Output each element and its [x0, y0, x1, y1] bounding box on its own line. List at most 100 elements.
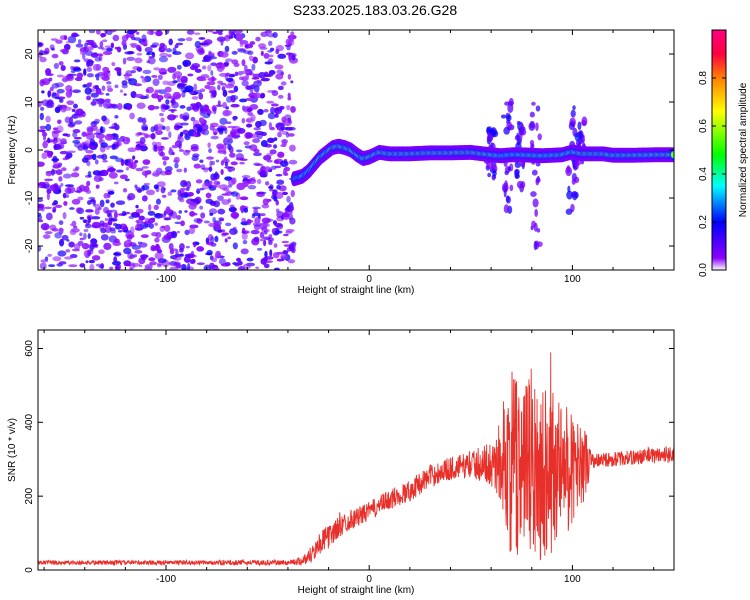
noise-blob [111, 62, 116, 66]
noise-blob [241, 232, 248, 240]
noise-blob [267, 112, 276, 120]
noise-blob [87, 200, 92, 205]
noise-blob [92, 98, 99, 102]
noise-blob [274, 222, 283, 228]
noise-blob [131, 211, 140, 218]
noise-blob [125, 167, 129, 171]
noise-blob [204, 105, 209, 113]
noise-blob [194, 40, 202, 49]
noise-blob [159, 52, 169, 58]
noise-blob [152, 144, 157, 152]
noise-blob [81, 157, 89, 163]
noise-blob [83, 232, 87, 240]
noise-blob [98, 249, 105, 254]
noise-blob [113, 181, 119, 185]
noise-blob [100, 142, 108, 148]
side-lobe-blob [531, 169, 538, 176]
noise-blob [220, 168, 224, 175]
noise-blob [270, 103, 279, 107]
noise-blob [94, 208, 100, 215]
noise-blob [235, 153, 245, 161]
noise-blob [85, 39, 95, 43]
noise-blob [191, 155, 199, 162]
noise-blob [38, 101, 42, 108]
noise-blob [208, 86, 216, 92]
noise-blob [98, 206, 102, 211]
noise-blob [275, 191, 284, 200]
noise-blob [267, 237, 274, 242]
noise-blob [82, 132, 90, 137]
noise-blob [168, 38, 174, 46]
noise-blob [198, 37, 206, 40]
noise-blob [167, 54, 172, 58]
noise-blob [193, 163, 201, 169]
noise-blob [268, 234, 273, 238]
noise-blob [270, 165, 277, 170]
noise-blob [190, 146, 199, 152]
noise-blob [68, 241, 75, 248]
noise-blob [113, 211, 118, 219]
noise-blob [230, 161, 238, 166]
noise-blob [243, 207, 249, 213]
noise-blob [199, 159, 204, 163]
noise-blob [66, 100, 75, 106]
noise-blob [57, 250, 67, 257]
noise-blob [53, 160, 59, 167]
noise-blob [209, 125, 215, 131]
noise-blob [212, 31, 219, 35]
noise-blob [176, 230, 181, 234]
noise-blob [161, 125, 166, 131]
noise-blob [168, 131, 172, 139]
noise-blob [220, 160, 225, 166]
noise-blob [260, 77, 270, 82]
noise-blob [216, 127, 225, 131]
noise-blob [233, 226, 237, 230]
noise-blob [41, 152, 48, 160]
noise-blob [163, 217, 171, 221]
noise-blob [48, 264, 56, 268]
noise-blob [109, 103, 118, 107]
noise-blob [147, 57, 156, 65]
noise-blob [188, 226, 196, 235]
noise-blob [85, 208, 94, 213]
noise-blob [141, 166, 149, 169]
colorbar-tick-label: 0.8 [698, 71, 709, 85]
spectrogram-ylabel: Frequency (Hz) [7, 116, 18, 185]
noise-blob [58, 98, 64, 103]
noise-blob [73, 136, 82, 140]
noise-blob [288, 159, 298, 165]
noise-blob [190, 116, 196, 122]
noise-blob [105, 199, 110, 204]
noise-blob [58, 176, 63, 182]
noise-blob [142, 69, 152, 75]
noise-blob [202, 65, 207, 70]
noise-blob [116, 103, 123, 111]
noise-blob [49, 44, 55, 51]
noise-blob [245, 123, 253, 128]
noise-blob [183, 149, 190, 156]
noise-blob [114, 114, 119, 119]
noise-blob [51, 157, 60, 162]
side-lobe-blob [571, 178, 576, 185]
noise-blob [227, 184, 232, 188]
noise-blob [121, 80, 128, 86]
noise-blob [251, 63, 256, 71]
noise-blob [171, 151, 175, 156]
noise-blob [103, 206, 109, 214]
noise-blob [74, 120, 83, 125]
noise-blob [65, 249, 71, 253]
noise-blob [85, 150, 94, 154]
noise-blob [75, 43, 84, 48]
noise-blob [178, 247, 184, 253]
noise-blob [189, 224, 199, 229]
noise-blob [229, 204, 235, 208]
noise-blob [244, 97, 254, 102]
side-lobe-blob [566, 165, 571, 174]
noise-blob [163, 234, 170, 240]
noise-blob [219, 117, 228, 125]
noise-blob [96, 77, 100, 81]
noise-blob [174, 221, 182, 225]
noise-blob [241, 80, 249, 87]
noise-blob [224, 238, 228, 243]
noise-blob [52, 209, 56, 213]
